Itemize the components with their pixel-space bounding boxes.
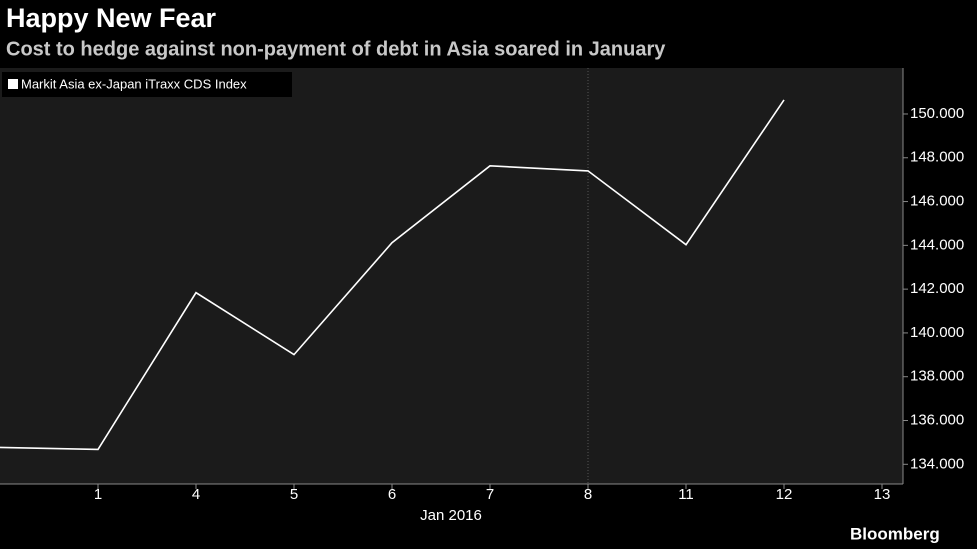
y-tick-label: 146.000 bbox=[910, 193, 964, 210]
x-tick-label: 12 bbox=[776, 486, 793, 503]
legend-box bbox=[2, 72, 292, 97]
x-axis-label: Jan 2016 bbox=[420, 507, 482, 524]
x-tick-label: 4 bbox=[192, 486, 200, 503]
y-tick-label: 136.000 bbox=[910, 411, 964, 428]
plot-area bbox=[0, 68, 903, 484]
y-tick-label: 144.000 bbox=[910, 236, 964, 253]
x-tick-label: 5 bbox=[290, 486, 298, 503]
x-tick-label: 1 bbox=[94, 486, 102, 503]
legend-swatch bbox=[8, 79, 18, 89]
y-tick-label: 148.000 bbox=[910, 149, 964, 166]
y-tick-label: 140.000 bbox=[910, 324, 964, 341]
y-tick-label: 150.000 bbox=[910, 105, 964, 122]
legend-label: Markit Asia ex-Japan iTraxx CDS Index bbox=[21, 76, 247, 91]
y-tick-label: 142.000 bbox=[910, 280, 964, 297]
y-tick-label: 138.000 bbox=[910, 368, 964, 385]
chart-subtitle: Cost to hedge against non-payment of deb… bbox=[6, 38, 666, 60]
data-line bbox=[0, 99, 785, 451]
x-tick-label: 8 bbox=[584, 486, 592, 503]
source-logo: Bloomberg bbox=[850, 524, 940, 543]
y-tick-label: 134.000 bbox=[910, 455, 964, 472]
x-tick-label: 7 bbox=[486, 486, 494, 503]
x-tick-label: 13 bbox=[874, 486, 891, 503]
x-tick-label: 6 bbox=[388, 486, 396, 503]
chart-title: Happy New Fear bbox=[6, 3, 217, 33]
x-tick-label: 11 bbox=[678, 486, 694, 503]
